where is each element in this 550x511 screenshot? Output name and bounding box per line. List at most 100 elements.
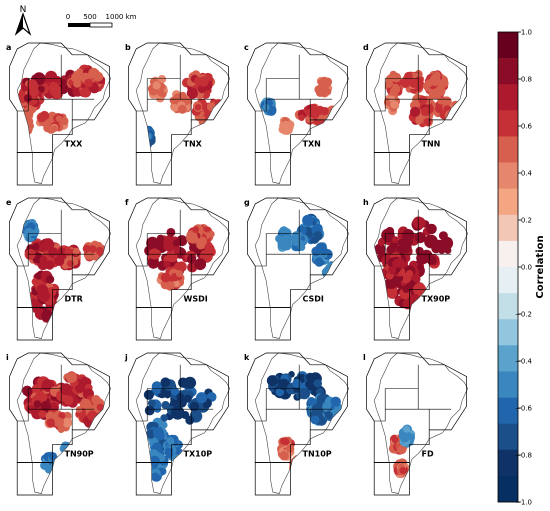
- map-panel-a: a TXX: [6, 42, 112, 186]
- correlation-cell: [323, 77, 333, 87]
- correlation-cell: [294, 459, 305, 470]
- panel-letter: d: [363, 43, 369, 52]
- correlation-cell: [429, 74, 441, 85]
- correlation-cell: [400, 241, 412, 254]
- correlation-cell: [40, 461, 49, 470]
- correlation-cell: [175, 270, 183, 278]
- correlation-cell: [433, 87, 444, 97]
- correlation-cell: [292, 466, 301, 476]
- correlation-cell: [151, 381, 163, 392]
- correlation-cell: [311, 404, 323, 416]
- correlation-cell: [96, 403, 105, 411]
- correlation-cell: [278, 378, 290, 391]
- correlation-cell: [291, 466, 300, 475]
- panel-index-label: FD: [422, 450, 434, 459]
- correlation-cell: [299, 148, 309, 158]
- correlation-cell: [391, 436, 399, 444]
- correlation-cell: [292, 465, 301, 475]
- correlation-cell: [296, 152, 305, 161]
- correlation-cell: [295, 466, 303, 475]
- correlation-cell: [390, 100, 399, 109]
- correlation-cell: [291, 466, 301, 476]
- colorbar-swatch: [498, 397, 518, 424]
- correlation-cell: [402, 229, 415, 242]
- region-boundary: [247, 197, 348, 308]
- map-panel-j: j TX10P: [124, 352, 231, 496]
- correlation-cell: [325, 411, 333, 420]
- correlation-cell: [388, 95, 396, 102]
- correlation-cell: [54, 255, 65, 266]
- correlation-cell: [450, 100, 461, 111]
- correlation-cell: [302, 151, 312, 162]
- colorbar-tick-label: 0.2: [521, 217, 532, 225]
- correlation-cell: [44, 260, 55, 270]
- panel-letter: k: [244, 353, 250, 362]
- correlation-cell: [420, 106, 431, 117]
- correlation-cell: [160, 414, 168, 422]
- correlation-cell: [17, 119, 27, 129]
- correlation-cell: [189, 401, 200, 412]
- colorbar-tick-label: −0.6: [515, 405, 533, 413]
- panel-index-label: TNN: [422, 140, 441, 149]
- correlation-cell: [302, 214, 314, 227]
- colorbar-swatch: [498, 423, 518, 451]
- correlation-cell: [48, 83, 55, 91]
- scale-tick-1000: 1000 km: [106, 13, 137, 21]
- colorbar-tick-label: 1.0: [521, 29, 532, 37]
- correlation-cell: [283, 121, 292, 130]
- colorbar-swatch: [498, 162, 518, 189]
- colorbar-swatch: [498, 32, 518, 59]
- correlation-cell: [280, 437, 287, 445]
- panel-letter: a: [6, 43, 11, 52]
- south-america-outline: [373, 352, 469, 494]
- correlation-cell: [157, 75, 167, 84]
- colorbar-tick-label: 0.0: [521, 264, 532, 272]
- correlation-cell: [296, 239, 305, 248]
- correlation-cell: [214, 111, 225, 122]
- colorbar-swatch: [498, 319, 518, 346]
- map-panel-f: f WSDI: [125, 197, 231, 341]
- correlation-cell: [23, 94, 32, 103]
- correlation-cell: [140, 133, 148, 140]
- correlation-cell: [171, 406, 183, 419]
- correlation-cell: [72, 247, 80, 256]
- correlation-cell: [147, 257, 160, 269]
- correlation-cell: [141, 132, 150, 141]
- correlation-cell: [292, 464, 302, 474]
- region-boundary: [366, 42, 467, 153]
- correlation-cell: [377, 238, 386, 246]
- correlation-cell: [17, 123, 23, 132]
- panel-index-label: TNX: [184, 140, 203, 149]
- correlation-cell: [166, 228, 176, 237]
- map-panel-e: e DTR: [6, 197, 112, 341]
- correlation-cell: [42, 238, 54, 250]
- correlation-cell: [144, 405, 155, 416]
- correlation-cell: [326, 273, 336, 283]
- correlation-cell: [171, 104, 179, 112]
- correlation-cell: [293, 463, 301, 471]
- map-panel-b: b TNX: [125, 42, 231, 186]
- panel-index-label: TXN: [303, 140, 321, 149]
- region-boundary: [9, 42, 110, 153]
- correlation-cell: [53, 76, 62, 84]
- correlation-cell: [192, 226, 200, 234]
- panel-letter: j: [124, 353, 128, 362]
- correlation-cell: [294, 462, 304, 472]
- correlation-cell: [415, 117, 423, 125]
- colorbar-swatch: [498, 267, 518, 294]
- region-boundary: [247, 352, 348, 463]
- panel-index-label: DTR: [65, 295, 83, 304]
- colorbar-tick-label: 0.6: [521, 123, 533, 131]
- correlation-cell: [141, 130, 149, 139]
- correlation-cell: [39, 255, 48, 264]
- correlation-cell: [163, 239, 176, 252]
- correlation-cell: [141, 131, 148, 139]
- correlation-cell: [196, 392, 208, 404]
- panel-letter: g: [244, 198, 250, 207]
- correlation-cell: [24, 227, 34, 238]
- correlation-cell: [33, 400, 42, 409]
- panel-letter: i: [6, 353, 9, 362]
- colorbar-swatch: [498, 84, 518, 111]
- correlation-cell: [434, 104, 443, 113]
- correlation-cell: [296, 147, 306, 157]
